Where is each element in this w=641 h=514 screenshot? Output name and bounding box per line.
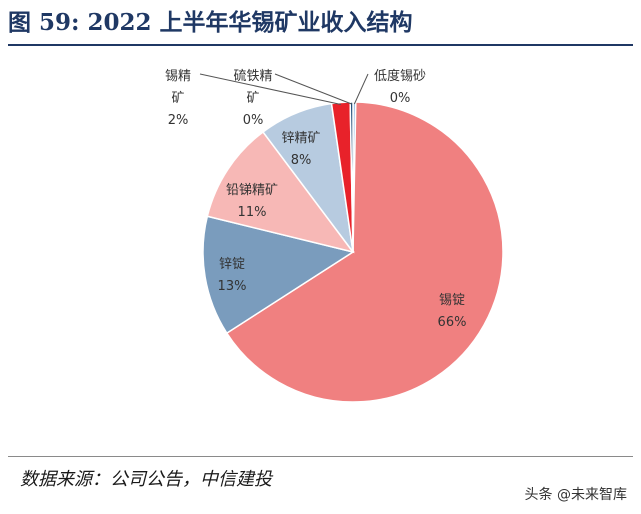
data-label-value: 8% <box>291 153 312 168</box>
data-label-category: 锌锭 <box>219 257 245 272</box>
data-label-value: 0% <box>243 113 264 128</box>
data-label-category: 矿 <box>246 91 259 106</box>
data-label-category: 锌精矿 <box>281 131 320 146</box>
data-label-category: 矿 <box>171 91 184 106</box>
leader-line <box>353 73 369 105</box>
title-rule <box>8 44 633 46</box>
pie-slice <box>206 130 355 254</box>
leader-line <box>199 73 342 105</box>
leader-line <box>274 73 352 105</box>
data-label-value: 66% <box>438 315 467 330</box>
pie-slice <box>225 101 504 403</box>
source-note: 数据来源：公司公告，中信建投 <box>20 469 272 490</box>
data-label-value: 13% <box>218 279 247 294</box>
data-label-value: 2% <box>168 113 189 128</box>
data-label-value: 11% <box>238 205 267 220</box>
pie-slice <box>349 101 354 253</box>
chart-title: 图 59: 2022 上半年华锡矿业收入结构 <box>8 9 413 36</box>
data-label-category: 锡精 <box>165 69 191 84</box>
data-label-category: 低度锡砂 <box>374 68 426 84</box>
data-label-category: 硫铁精 <box>233 69 272 84</box>
pie-slice <box>202 215 355 335</box>
data-label-category: 锡锭 <box>439 293 465 308</box>
data-label-value: 0% <box>390 91 411 106</box>
source-rule <box>8 456 633 457</box>
watermark: 头条 @未来智库 <box>524 487 627 503</box>
data-label-category: 铅锑精矿 <box>226 183 278 198</box>
